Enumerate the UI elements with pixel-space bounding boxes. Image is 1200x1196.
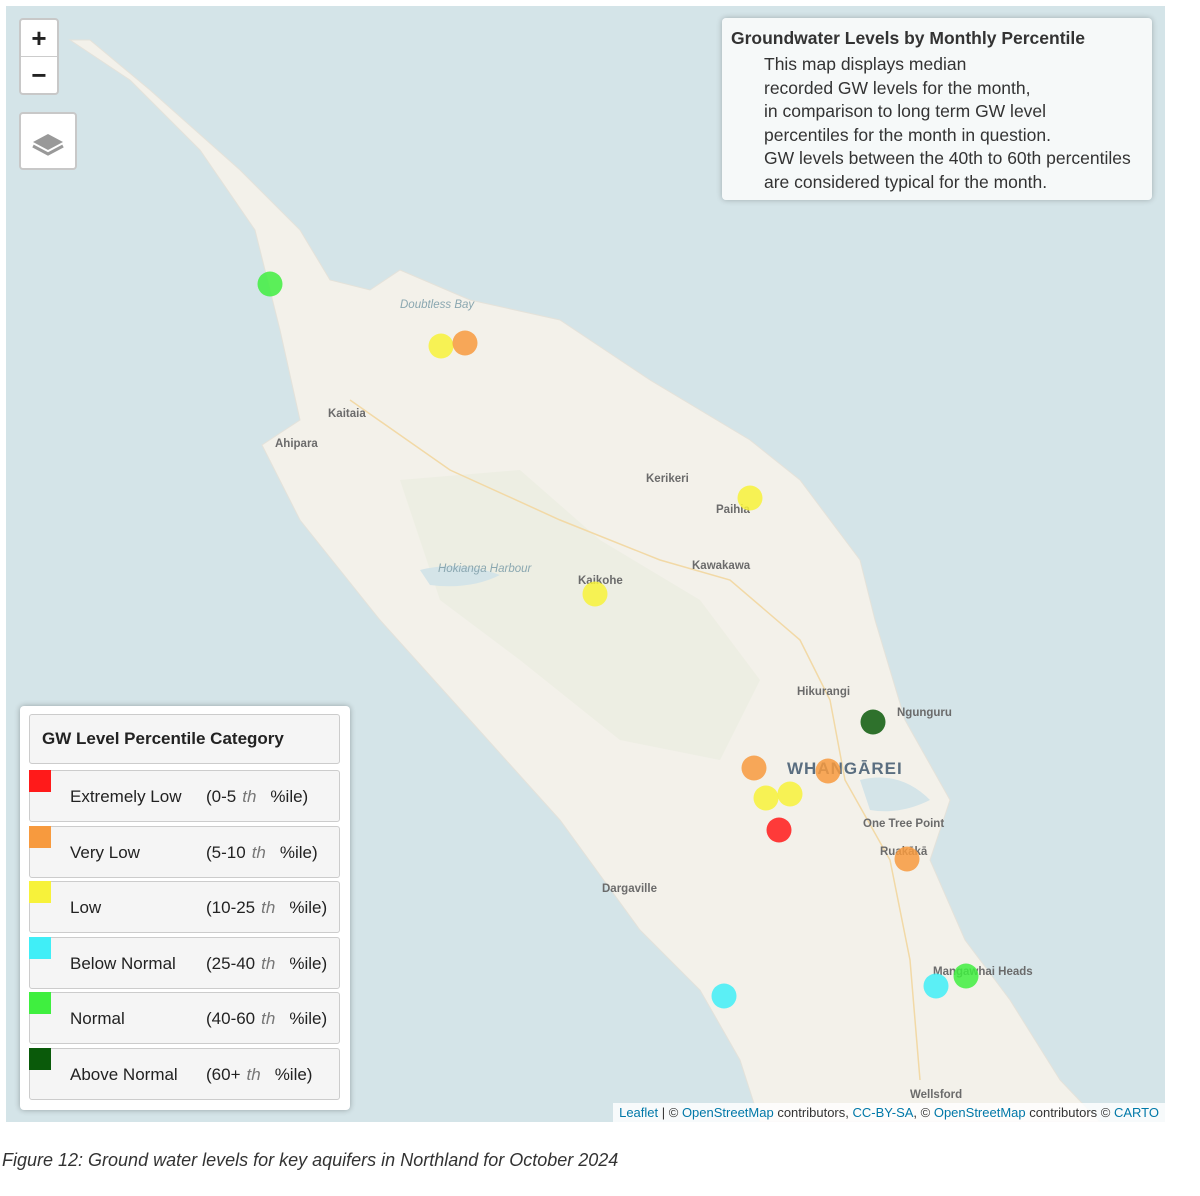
legend-unit: %ile): [274, 1064, 313, 1084]
site-marker[interactable]: [741, 755, 767, 781]
site-marker[interactable]: [257, 271, 283, 297]
legend-swatch: [29, 992, 51, 1014]
layers-control[interactable]: [19, 112, 77, 170]
legend-range: (10-25 th %ile): [206, 898, 328, 917]
map-canvas: Doubtless BayKaitaiaAhiparaKerikeriPaihi…: [68, 39, 1101, 1122]
legend-item: Normal (40-60 th %ile): [29, 992, 340, 1044]
place-label: Kaitaia: [328, 408, 366, 420]
site-marker[interactable]: [953, 963, 979, 989]
place-label: Kerikeri: [646, 473, 689, 485]
attribution-link[interactable]: OpenStreetMap: [933, 1105, 1026, 1120]
legend-range: (0-5 th %ile): [206, 787, 309, 806]
legend-suffix: th: [251, 842, 266, 862]
zoom-control: + −: [19, 18, 59, 95]
info-line: This map displays median: [764, 54, 967, 74]
info-box: Groundwater Levels by Monthly Percentile…: [722, 18, 1152, 200]
legend-suffix: th: [261, 953, 276, 973]
land-interior: [400, 470, 760, 760]
legend-name: Extremely Low: [70, 787, 182, 806]
place-label: Hokianga Harbour: [438, 563, 533, 575]
legend-name: Low: [70, 898, 102, 917]
legend-swatch: [29, 1047, 51, 1070]
harbour: [860, 777, 930, 812]
legend-suffix: th: [261, 1009, 276, 1028]
legend-title: GW Level Percentile Category: [29, 714, 340, 764]
legend-swatch: [29, 936, 51, 959]
site-marker[interactable]: [860, 709, 886, 735]
legend-unit: %ile): [289, 1009, 328, 1028]
attribution-text: , ©: [913, 1105, 934, 1120]
place-label: Hikurangi: [797, 686, 850, 698]
info-title: Groundwater Levels by Monthly Percentile: [731, 28, 1085, 48]
attribution-text: | ©: [658, 1105, 682, 1120]
map[interactable]: Doubtless Bay Kaitaia Ahipara Kerikeri Paihi…: [6, 6, 1165, 1122]
info-line: are considered typical for the month.: [764, 171, 1048, 192]
attribution: Leaflet | © OpenStreetMap contributors, …: [613, 1103, 1165, 1122]
legend-unit: %ile): [279, 842, 318, 862]
legend-item: Low (10-25 th %ile): [29, 881, 340, 933]
place-label: Kawakawa: [692, 560, 751, 572]
legend-swatch: [29, 770, 51, 792]
site-marker[interactable]: [711, 983, 737, 1009]
place-label: Mangawhai Heads: [933, 966, 1033, 978]
place-label: Doubtless Bay: [400, 299, 475, 311]
legend-item: Extremely Low (0-5 th %ile): [29, 770, 340, 822]
legend-name: Below Normal: [70, 953, 176, 973]
info-line: percentiles for the month in question.: [764, 124, 1051, 145]
site-marker[interactable]: [582, 581, 608, 607]
legend-range: (40-60 th %ile): [206, 1009, 328, 1028]
layers-icon: [32, 134, 64, 156]
legend-name: Very Low: [70, 842, 140, 862]
legend: GW Level Percentile Category Extremely L…: [20, 706, 350, 1110]
legend-range: (60+ th %ile): [206, 1064, 313, 1084]
site-marker[interactable]: [428, 333, 454, 359]
site-marker[interactable]: [737, 485, 763, 511]
info-line: in comparison to long term GW level: [764, 101, 1047, 121]
site-marker[interactable]: [815, 758, 841, 784]
place-label: Dargaville: [602, 883, 657, 895]
info-line: GW levels between the 40th to 60th perce…: [764, 148, 1131, 168]
attribution-link[interactable]: CARTO: [1113, 1105, 1159, 1120]
legend-item: Below Normal (25-40 th %ile): [29, 936, 340, 989]
land: [68, 39, 1101, 1122]
zoom-in[interactable]: +: [21, 20, 57, 57]
site-marker[interactable]: [923, 973, 949, 999]
attribution-text: contributors ©: [1025, 1105, 1114, 1120]
attribution-link[interactable]: OpenStreetMap: [681, 1105, 774, 1120]
attribution-link[interactable]: CC-BY-SA: [852, 1105, 914, 1120]
legend-item: Very Low (5-10 th %ile): [29, 825, 340, 878]
site-marker[interactable]: [766, 817, 792, 843]
place-label: Ngunguru: [897, 707, 952, 719]
place-label: Ahipara: [275, 438, 318, 450]
legend-name: Above Normal: [70, 1064, 178, 1084]
place-label: WHANGĀREI: [787, 759, 903, 778]
legend-swatch: [29, 825, 51, 848]
info-line: recorded GW levels for the month,: [764, 77, 1031, 98]
caption: Figure 12: Ground water levels for key a…: [2, 1150, 619, 1170]
legend-unit: %ile): [289, 953, 328, 973]
attribution-link[interactable]: Leaflet: [619, 1105, 659, 1120]
site-marker[interactable]: [753, 785, 779, 811]
attribution-text: contributors,: [773, 1105, 853, 1120]
harbour: [420, 566, 500, 587]
legend-swatch: [29, 881, 51, 903]
site-marker[interactable]: [452, 330, 478, 356]
place-label: One Tree Point: [863, 818, 944, 830]
legend-item: Above Normal (60+ th %ile): [29, 1047, 340, 1100]
legend-suffix: th: [246, 1064, 261, 1084]
legend-name: Normal: [70, 1009, 125, 1028]
legend-suffix: th: [242, 787, 257, 806]
zoom-out[interactable]: −: [31, 60, 47, 90]
place-label: Wellsford: [910, 1089, 962, 1101]
legend-range: (5-10 th %ile): [206, 842, 318, 862]
site-marker[interactable]: [894, 846, 920, 872]
legend-unit: %ile): [270, 787, 309, 806]
legend-suffix: th: [261, 898, 276, 917]
legend-unit: %ile): [289, 898, 328, 917]
site-marker[interactable]: [777, 781, 803, 807]
road: [349, 399, 921, 1081]
legend-range: (25-40 th %ile): [206, 953, 328, 973]
